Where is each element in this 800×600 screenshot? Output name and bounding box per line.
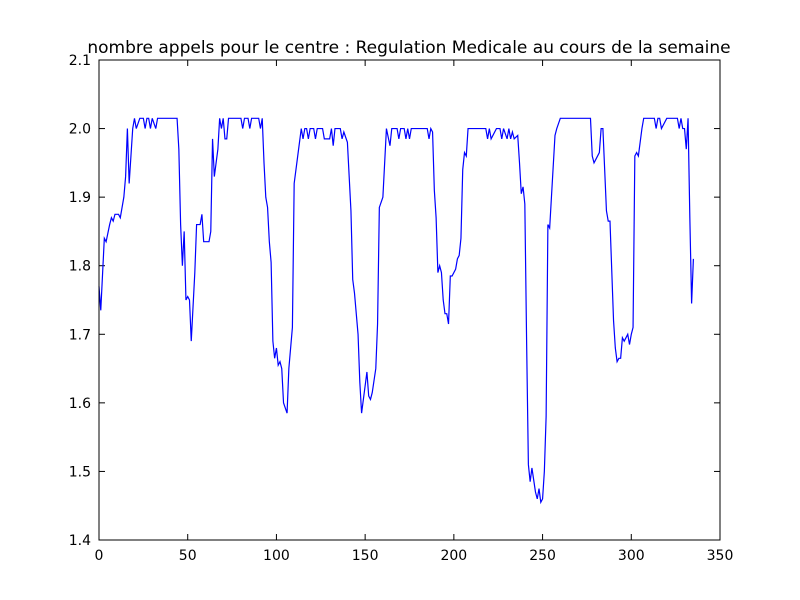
x-tick-label: 50 — [179, 548, 197, 564]
data-line — [98, 117, 694, 505]
y-tick-label: 1.7 — [69, 327, 91, 343]
x-tick-label: 0 — [95, 548, 104, 564]
plot-frame — [98, 59, 721, 541]
x-tick-label: 300 — [618, 548, 645, 564]
chart-title: nombre appels pour le centre : Regulatio… — [87, 38, 730, 58]
y-tick-label: 1.9 — [69, 190, 91, 206]
x-tick-label: 150 — [352, 548, 379, 564]
y-tick-label: 1.4 — [69, 533, 91, 549]
x-tick-label: 250 — [529, 548, 556, 564]
y-tick-label: 2.0 — [69, 122, 91, 138]
x-tick-label: 350 — [707, 548, 734, 564]
y-tick-label: 1.5 — [69, 464, 91, 480]
x-tick-label: 200 — [440, 548, 467, 564]
y-tick-label: 1.8 — [69, 259, 91, 275]
x-tick-label: 100 — [263, 548, 290, 564]
y-tick-label: 1.6 — [69, 396, 91, 412]
y-tick-label: 2.1 — [69, 53, 91, 69]
